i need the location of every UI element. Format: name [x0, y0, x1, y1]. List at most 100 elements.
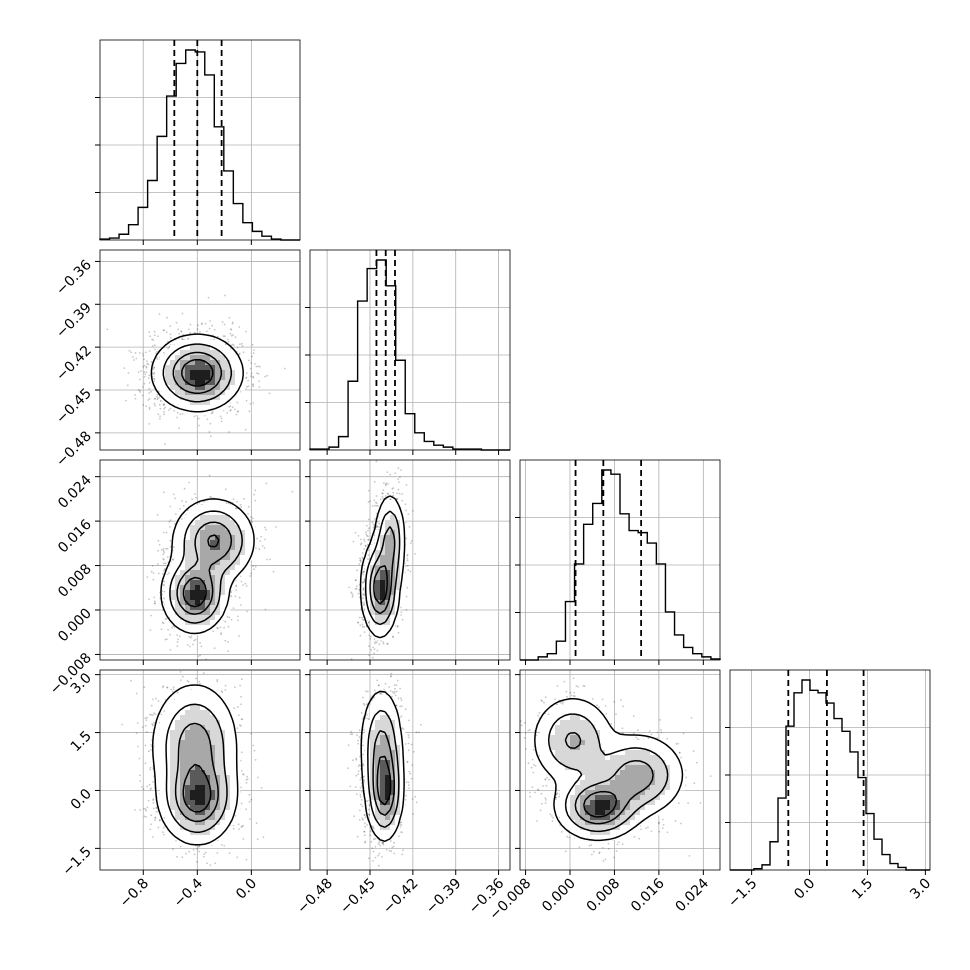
scatter-point	[235, 584, 238, 587]
scatter-point	[236, 346, 239, 349]
scatter-point	[139, 370, 142, 372]
density-cell	[220, 380, 226, 386]
density-cell	[195, 525, 201, 531]
scatter-point	[252, 352, 255, 355]
scatter-point	[249, 367, 252, 370]
scatter-point	[154, 397, 157, 400]
scatter-point	[244, 428, 247, 431]
scatter-point	[160, 628, 163, 631]
scatter-point	[227, 625, 230, 628]
scatter-point	[236, 500, 239, 503]
scatter-point	[181, 518, 183, 520]
scatter-point	[229, 405, 232, 408]
scatter-point	[240, 342, 243, 345]
scatter-point	[148, 374, 151, 377]
scatter-point	[275, 526, 277, 528]
density-cell	[155, 365, 161, 371]
density-cell	[220, 550, 226, 556]
density-cell	[220, 600, 226, 606]
scatter-point	[153, 330, 156, 333]
scatter-point	[163, 551, 166, 554]
density-cell	[220, 580, 226, 586]
scatter-point	[230, 591, 233, 593]
density-cell	[220, 340, 226, 346]
scatter-point	[235, 413, 238, 416]
density-cell	[210, 615, 216, 621]
scatter-point	[161, 593, 164, 596]
scatter-point	[219, 415, 222, 418]
scatter-point	[162, 352, 165, 354]
density-cell	[170, 395, 176, 401]
scatter-point	[203, 500, 206, 503]
scatter-point	[368, 654, 371, 657]
scatter-point	[163, 558, 165, 561]
scatter-point	[146, 576, 149, 578]
scatter-point	[374, 504, 376, 507]
scatter-point	[369, 500, 371, 503]
scatter-point	[169, 505, 172, 508]
scatter-point	[375, 504, 378, 507]
density-cell	[185, 410, 191, 416]
density-cell	[195, 545, 201, 551]
scatter-point	[362, 573, 364, 576]
density-cell	[195, 505, 201, 511]
scatter-point	[239, 343, 241, 346]
scatter-point	[163, 403, 166, 406]
density-cell	[200, 400, 206, 406]
scatter-point	[406, 553, 409, 556]
scatter-point	[137, 371, 140, 373]
density-cell	[175, 355, 181, 361]
hist-panel-2	[515, 459, 721, 661]
density-cell	[200, 585, 206, 591]
density-cell	[205, 355, 211, 361]
scatter-point	[162, 558, 164, 560]
scatter-point	[250, 516, 253, 518]
density-cell	[190, 590, 196, 596]
scatter-point	[159, 415, 161, 418]
density-cell	[205, 515, 211, 521]
scatter-point	[375, 525, 378, 528]
scatter-point	[165, 531, 168, 534]
scatter-point	[162, 547, 165, 550]
scatter-point	[365, 531, 367, 533]
density-cell	[205, 570, 211, 576]
density-cell	[215, 500, 221, 506]
scatter-point	[157, 563, 159, 565]
density-cell	[195, 510, 201, 516]
density-cell	[200, 395, 206, 401]
scatter-point	[152, 372, 154, 375]
density-cell	[175, 385, 181, 391]
scatter-point	[157, 539, 160, 542]
density-cell	[215, 580, 221, 586]
scatter-point	[405, 609, 408, 611]
scatter-point	[162, 553, 165, 556]
scatter-point	[146, 360, 148, 363]
scatter-point	[376, 520, 379, 523]
hist-panel-1	[305, 249, 511, 451]
density-cell	[190, 555, 196, 561]
scatter-point	[227, 650, 230, 653]
density-cell	[235, 575, 241, 581]
scatter-point	[199, 642, 201, 644]
density-cell	[215, 365, 221, 371]
scatter-point	[359, 543, 362, 546]
density-cell	[190, 370, 196, 376]
scatter-point	[152, 373, 155, 375]
density-cell	[205, 535, 211, 541]
scatter-point	[169, 633, 171, 636]
density-cell	[185, 545, 191, 551]
density-cell	[215, 345, 221, 351]
density-cell	[195, 340, 201, 346]
density-cell	[165, 605, 171, 611]
scatter-point	[170, 337, 172, 339]
scatter-point	[256, 372, 258, 375]
density-cell	[225, 365, 231, 371]
scatter-point	[162, 491, 165, 494]
scatter-point	[158, 403, 161, 406]
scatter-point	[190, 635, 193, 637]
density-cell	[205, 530, 211, 536]
scatter-point	[141, 352, 144, 355]
density-cell	[200, 625, 206, 631]
scatter-point	[249, 575, 252, 577]
scatter-point	[263, 547, 266, 549]
